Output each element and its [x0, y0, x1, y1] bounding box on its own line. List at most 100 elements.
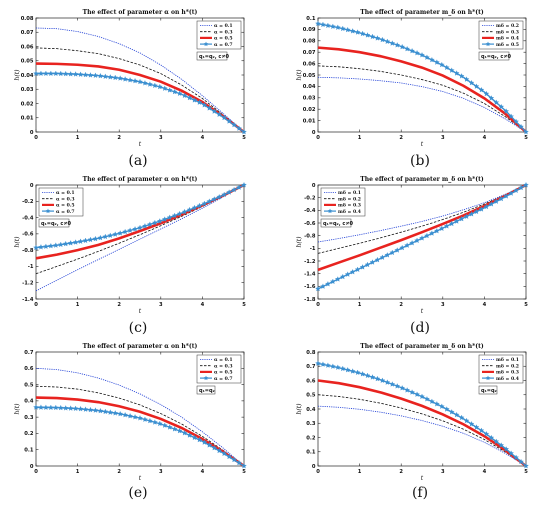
x-tick-label: 0 — [316, 469, 320, 475]
annotation-box — [320, 218, 352, 228]
axes-frame — [35, 351, 245, 467]
x-tick-label: 4 — [483, 469, 487, 475]
x-tick-label: 3 — [159, 469, 163, 475]
series-point — [206, 105, 213, 111]
y-tick-label: 0.08 — [21, 16, 34, 22]
series-point — [161, 85, 168, 91]
series-point — [325, 281, 331, 287]
series-point — [463, 76, 470, 82]
y-tick-label: 0.7 — [24, 350, 34, 356]
y-tick-label: 0.01 — [21, 116, 34, 122]
series-line — [317, 65, 527, 133]
series-point — [211, 108, 218, 114]
series-point — [508, 190, 514, 196]
y-tick-label: 0.07 — [21, 30, 34, 36]
series-point — [379, 254, 386, 260]
series-point — [424, 232, 430, 239]
series-point — [166, 424, 173, 430]
y-tick-label: -1.2 — [22, 281, 34, 287]
x-axis-label: t — [139, 475, 142, 482]
series-point — [409, 389, 415, 395]
series-point — [463, 213, 470, 219]
x-tick-label: 1 — [358, 469, 362, 475]
y-tick-label: 0.4 — [306, 407, 316, 413]
panel-caption: (a) — [128, 153, 147, 169]
x-tick-label: 0 — [34, 302, 38, 308]
series-point — [48, 70, 54, 76]
series-line — [35, 385, 245, 467]
series-point — [43, 70, 49, 76]
y-tick-label: 0.7 — [306, 364, 316, 370]
legend: mδ = 0.1mδ = 0.2mδ = 0.3mδ = 0.4 — [478, 354, 524, 384]
series-point — [97, 407, 104, 414]
series-point — [414, 237, 420, 244]
series-point — [102, 408, 109, 415]
legend-label: mδ = 0.3 — [496, 29, 519, 35]
annotation-text: q₁=q₂, c≠0 — [41, 221, 72, 227]
annotation-box — [478, 51, 510, 61]
series-point — [147, 81, 153, 87]
series-point — [226, 118, 232, 124]
legend: α = 0.1α = 0.3α = 0.5α = 0.7 — [196, 20, 242, 50]
series-point — [334, 24, 341, 30]
legend-marker — [203, 41, 209, 47]
y-tick-label: -0.8 — [22, 248, 34, 254]
series-point — [389, 249, 396, 256]
x-tick-label: 3 — [159, 302, 163, 308]
series-point — [52, 242, 59, 248]
legend-label: mδ = 0.2 — [496, 363, 519, 369]
series-point — [241, 182, 247, 188]
x-axis-label: t — [421, 475, 424, 482]
series-point — [429, 230, 435, 236]
series-point — [33, 70, 39, 76]
y-tick-label: 0 — [30, 464, 34, 470]
y-tick-label: -0.2 — [304, 195, 316, 201]
x-tick-label: 4 — [201, 302, 205, 308]
series-point — [127, 227, 133, 233]
series-point — [122, 228, 128, 235]
chart-title: The effect of parameter m_δ on h*(t) — [360, 343, 484, 350]
series-point — [206, 442, 213, 448]
series-point — [171, 426, 178, 432]
y-tick-label: -1 — [28, 264, 34, 270]
series-point — [72, 71, 79, 77]
series-point — [152, 219, 158, 226]
series-point — [156, 218, 163, 224]
y-tick-label: 0.5 — [24, 382, 34, 388]
series-point — [241, 129, 247, 135]
legend-label: α = 0.5 — [214, 36, 233, 42]
series-point — [156, 420, 163, 427]
series-point — [379, 377, 386, 383]
x-tick-label: 1 — [358, 135, 362, 141]
series-point — [201, 200, 208, 207]
series-point — [221, 191, 228, 198]
series-point — [419, 393, 425, 400]
series-point — [473, 424, 480, 430]
x-tick-label: 4 — [483, 302, 487, 308]
series-point — [369, 374, 376, 380]
legend-label: α = 0.7 — [214, 42, 233, 48]
series-point — [211, 196, 218, 202]
series-point — [503, 446, 510, 452]
series-point — [166, 214, 173, 220]
series-point — [67, 71, 74, 77]
series-point — [107, 409, 114, 415]
series-line — [35, 367, 245, 467]
series-point — [409, 47, 415, 54]
x-axis-label: t — [139, 141, 142, 148]
series-point — [156, 83, 163, 90]
series-point — [448, 409, 455, 415]
series-point — [117, 75, 124, 81]
series-point — [186, 94, 193, 101]
series-point — [443, 64, 450, 71]
axes-frame — [35, 184, 245, 300]
y-tick-label: -0.4 — [22, 215, 34, 221]
series-point — [82, 237, 89, 244]
series-point — [374, 35, 381, 41]
series-point — [424, 54, 430, 60]
y-tick-label: -0.6 — [22, 232, 34, 238]
x-tick-label: 4 — [201, 135, 205, 141]
x-tick-label: 3 — [441, 302, 445, 308]
series-point — [419, 235, 425, 241]
series-point — [419, 52, 425, 58]
